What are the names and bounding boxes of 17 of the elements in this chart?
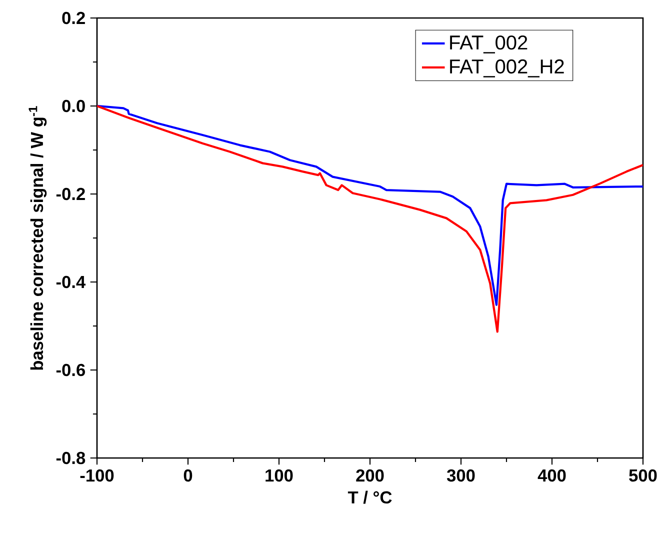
legend-label: FAT_002: [450, 35, 528, 54]
y-tick-label: 0.0: [62, 100, 85, 112]
y-tick-label: -0.8: [56, 452, 86, 464]
x-tick-label: -100: [80, 469, 114, 482]
legend-label: FAT_002_H2: [450, 59, 564, 78]
x-tick-label: 0: [184, 469, 192, 482]
x-tick-label: 100: [266, 469, 293, 482]
x-axis-title: T / °C: [348, 490, 392, 504]
x-tick-label: 500: [629, 469, 657, 482]
x-tick-label: 400: [538, 469, 566, 482]
x-tick-label: 200: [356, 469, 384, 482]
x-tick-label: 300: [446, 469, 475, 482]
y-tick-label: -0.2: [56, 188, 85, 200]
y-tick-label: -0.6: [56, 364, 85, 376]
y-axis-title: baseline corrected signal / W g$^{-1}$: [28, 106, 47, 370]
y-tick-label: 0.2: [62, 12, 85, 24]
y-tick-label: -0.4: [56, 276, 86, 288]
